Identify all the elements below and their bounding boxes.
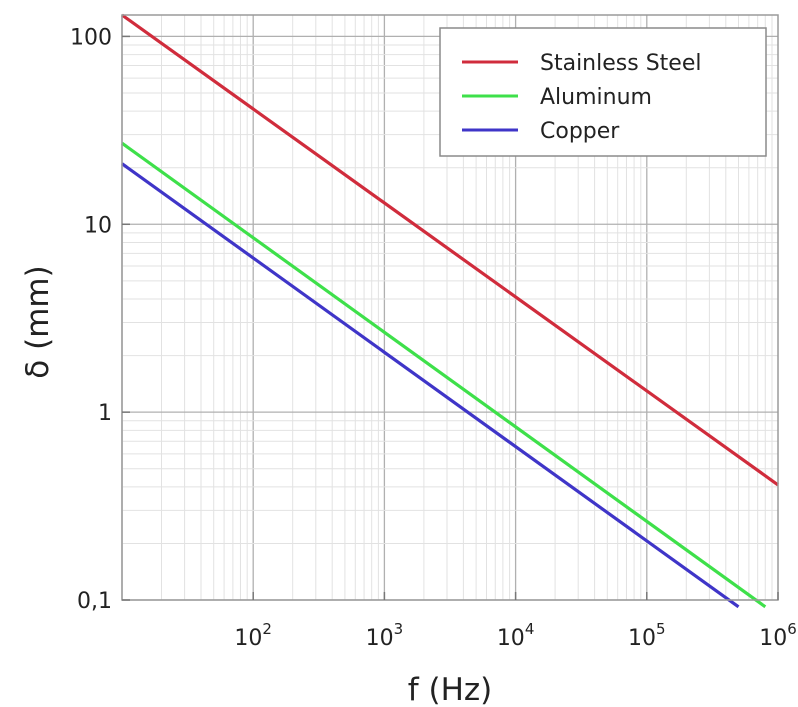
series-line-aluminum [121,141,767,609]
legend-label-aluminum: Aluminum [540,85,652,110]
x-tick-label: 106 [759,620,797,651]
legend: Stainless Steel Aluminum Copper [439,27,767,157]
series-line-copper [121,162,740,609]
x-tick-label: 103 [366,620,404,651]
legend-label-stainless-steel: Stainless Steel [540,51,701,76]
y-tick-label: 1 [98,401,112,426]
y-tick-label: 100 [70,25,112,50]
x-tick-label: 105 [628,620,666,651]
x-tick-label: 104 [497,620,535,651]
legend-label-copper: Copper [540,119,620,144]
plot-frame [121,14,779,601]
axis-ticks: 102 103 104 105 106 0,1 1 10 100 [70,25,797,651]
x-tick-label: 102 [234,620,272,651]
series-group [121,13,779,609]
legend-box [439,27,767,157]
y-tick-label: 0,1 [77,589,112,614]
y-tick-label: 10 [84,213,112,238]
x-axis-title: f (Hz) [408,672,493,707]
series-line-stainless-steel [121,13,779,487]
y-axis-title: δ (mm) [20,265,56,378]
